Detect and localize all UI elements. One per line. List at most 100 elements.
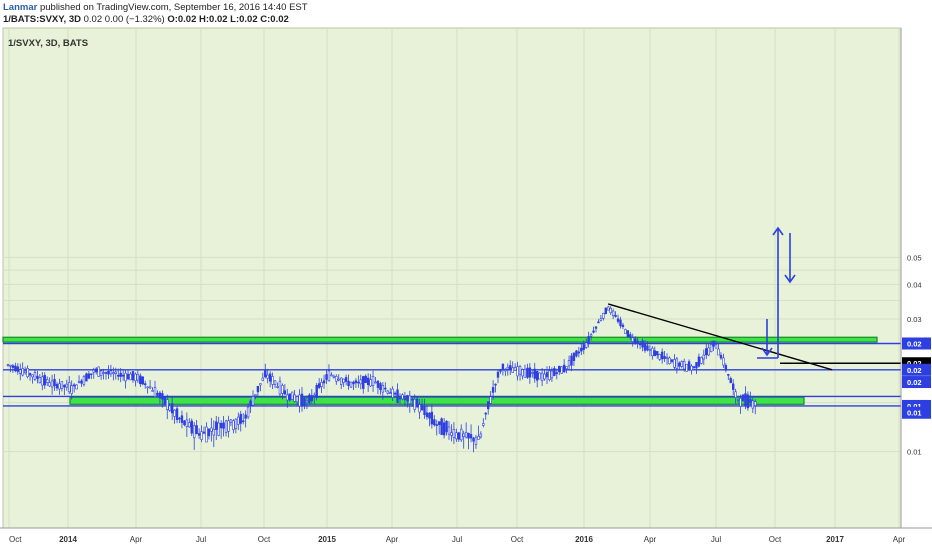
- price-tag-label: 0.01: [907, 402, 922, 411]
- candle-body: [185, 419, 189, 427]
- candle-body: [619, 319, 622, 327]
- support-resistance-zone[interactable]: [2, 336, 878, 343]
- candle-body: [555, 372, 559, 374]
- candle-body: [550, 370, 554, 379]
- candle-body: [602, 313, 605, 319]
- candle-body: [611, 310, 615, 317]
- price-tag[interactable]: [902, 376, 931, 389]
- candle-body: [641, 340, 644, 348]
- candle-body: [266, 374, 269, 379]
- candle-body: [72, 384, 76, 387]
- candle-body: [607, 306, 610, 311]
- candle-body: [310, 395, 313, 402]
- candle-body: [604, 307, 608, 314]
- candle-body: [295, 396, 299, 403]
- candle-body: [653, 350, 657, 357]
- time-axis[interactable]: [0, 528, 932, 550]
- candle-body: [175, 408, 179, 420]
- candle-body: [232, 420, 235, 431]
- price-axis-labels: 0.05 0.04 0.03 0.01: [907, 253, 922, 456]
- candle-body: [95, 368, 98, 373]
- candle-body: [729, 378, 732, 384]
- candle-body: [440, 418, 443, 435]
- candle-body: [418, 404, 421, 413]
- candle-body: [651, 347, 654, 357]
- candle-body: [119, 372, 122, 377]
- candle-body: [349, 381, 353, 388]
- candle-body: [543, 373, 546, 380]
- candle-body: [678, 362, 681, 367]
- candle-body: [168, 405, 171, 411]
- candle-body: [567, 360, 571, 367]
- candle-body: [504, 369, 507, 372]
- candle-body: [249, 400, 252, 407]
- candle-body: [281, 385, 284, 394]
- trendline[interactable]: [608, 303, 833, 371]
- candle-body: [714, 344, 718, 349]
- price-axis[interactable]: [901, 28, 932, 528]
- candle-body: [195, 425, 198, 435]
- candle-body: [442, 422, 446, 436]
- candle-body: [43, 375, 46, 386]
- candle-body: [117, 374, 120, 377]
- candle-body: [702, 354, 706, 360]
- candle-body: [447, 426, 451, 435]
- candle-body: [26, 368, 29, 378]
- candle-body: [560, 366, 563, 374]
- candle-body: [638, 343, 642, 346]
- candle-body: [621, 324, 625, 327]
- candle-body: [709, 344, 713, 353]
- price-tick-label: 0.04: [907, 280, 922, 289]
- candle-body: [484, 412, 487, 415]
- candle-body: [528, 367, 532, 378]
- candle-body: [401, 394, 404, 400]
- price-tag[interactable]: [902, 363, 931, 376]
- candle-body: [16, 366, 19, 372]
- support-resistance-zone[interactable]: [69, 396, 805, 405]
- price-tick-label: 0.01: [907, 448, 922, 457]
- candle-body: [415, 398, 419, 408]
- candle-body: [705, 348, 708, 356]
- candle-body: [239, 414, 242, 424]
- candle-body: [489, 396, 492, 404]
- author-name[interactable]: Lanmar: [3, 2, 38, 13]
- candle-body: [136, 373, 140, 381]
- candle-body: [516, 366, 519, 377]
- candle-body: [587, 336, 590, 344]
- publish-info: published on TradingView.com, September …: [39, 2, 308, 13]
- candle-body: [153, 387, 157, 397]
- candle-body: [23, 370, 27, 374]
- candle-body: [433, 419, 436, 426]
- candle-body: [665, 357, 669, 360]
- candle-body: [330, 374, 333, 377]
- candle-body: [366, 377, 370, 386]
- candle-body: [744, 393, 747, 406]
- candle-body: [14, 365, 17, 372]
- candle-body: [501, 363, 505, 371]
- candle-body: [411, 398, 414, 401]
- candle-body: [41, 376, 44, 386]
- candle-body: [11, 365, 15, 368]
- price-tag[interactable]: [902, 406, 931, 419]
- candle-body: [609, 307, 612, 314]
- candle-body: [259, 383, 262, 386]
- candle-body: [114, 371, 118, 374]
- candle-body: [50, 380, 54, 388]
- candle-body: [200, 431, 203, 440]
- candle-body: [144, 383, 147, 386]
- plot-area[interactable]: [2, 27, 902, 529]
- candle-body: [690, 365, 693, 371]
- candle-body: [97, 366, 100, 377]
- candle-body: [670, 359, 674, 362]
- candle-body: [668, 357, 671, 365]
- candle-body: [210, 427, 213, 432]
- candle-body: [707, 347, 710, 356]
- candle-body: [161, 393, 164, 400]
- price-tag[interactable]: [902, 337, 931, 350]
- candle-body: [636, 340, 639, 344]
- candle-body: [190, 420, 193, 434]
- candle-body: [486, 401, 490, 410]
- candle-body: [531, 372, 534, 374]
